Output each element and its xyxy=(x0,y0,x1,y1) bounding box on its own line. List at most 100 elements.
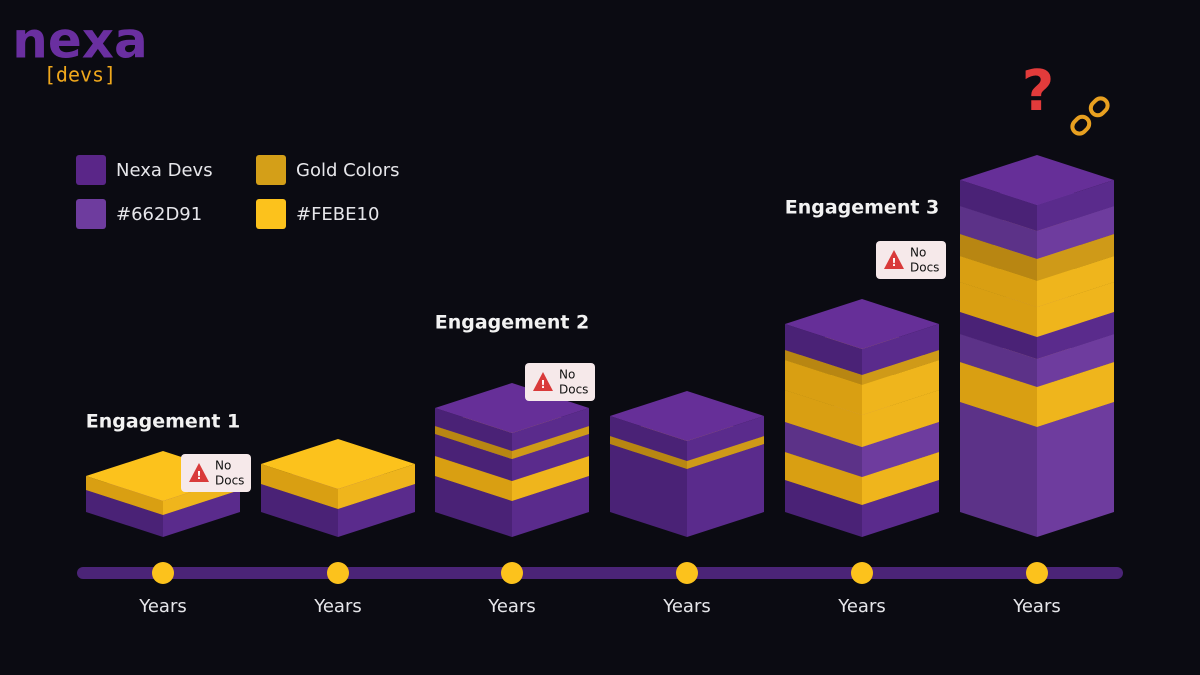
engagement-label: Engagement 1 xyxy=(86,411,241,433)
layer-left xyxy=(86,476,163,515)
layer-top xyxy=(261,439,415,489)
labels: Nexa Devs Gold Colors #662D91 #FEBE10 Engage… xyxy=(76,59,1110,617)
warning-icon xyxy=(884,250,904,269)
badge-text: No xyxy=(215,459,231,473)
layer-left xyxy=(960,312,1037,359)
layer-right xyxy=(1037,312,1114,359)
layer-right xyxy=(862,350,939,385)
badge xyxy=(525,363,595,401)
layer-top xyxy=(960,155,1114,205)
timeline-label: Years xyxy=(487,596,536,617)
layer-right xyxy=(1037,256,1114,307)
layer-right xyxy=(862,480,939,537)
logo-tag: [devs] xyxy=(44,63,116,87)
layer-left xyxy=(960,234,1037,281)
layer-right xyxy=(1037,402,1114,537)
layer-left xyxy=(435,476,512,537)
block-stack xyxy=(435,383,589,537)
layer-right xyxy=(1037,180,1114,231)
timeline-dot xyxy=(851,562,873,584)
link-part xyxy=(1088,96,1110,118)
block-stack xyxy=(261,439,415,537)
layer-left xyxy=(610,436,687,469)
layer-left xyxy=(960,206,1037,259)
layer-right xyxy=(163,490,240,537)
layer-left xyxy=(86,490,163,537)
legend-label: Nexa Devs xyxy=(116,160,213,181)
block-stack xyxy=(785,299,939,537)
warning-icon xyxy=(189,463,209,482)
layer-left xyxy=(960,362,1037,427)
timeline-dot xyxy=(676,562,698,584)
legend-swatch xyxy=(76,155,106,185)
badge-text: Docs xyxy=(215,474,244,488)
layer-left xyxy=(960,402,1037,537)
layer-right xyxy=(1037,334,1114,387)
layer-left xyxy=(435,426,512,459)
layer-left xyxy=(435,434,512,481)
layer-top xyxy=(785,299,939,349)
layer-right xyxy=(512,408,589,451)
layer-right xyxy=(512,456,589,501)
timeline-label: Years xyxy=(837,596,886,617)
layer-left xyxy=(785,360,862,415)
layer-left xyxy=(435,456,512,501)
layer-left xyxy=(960,282,1037,337)
layer-left xyxy=(960,180,1037,231)
layer-left xyxy=(261,484,338,537)
warning-mark: ! xyxy=(196,469,201,482)
layer-right xyxy=(687,436,764,469)
timeline-label: Years xyxy=(662,596,711,617)
link-part xyxy=(1070,114,1092,136)
timeline-dot xyxy=(1026,562,1048,584)
layer-right xyxy=(862,360,939,415)
legend-swatch xyxy=(256,155,286,185)
layer-right xyxy=(862,390,939,447)
engagement-label: Engagement 3 xyxy=(785,197,940,219)
timeline-label: Years xyxy=(313,596,362,617)
legend-label: #FEBE10 xyxy=(296,204,379,225)
badge xyxy=(181,454,251,492)
legend-label: Gold Colors xyxy=(296,160,399,181)
legend-swatch xyxy=(256,199,286,229)
layer-left xyxy=(610,444,687,537)
layer-right xyxy=(687,416,764,461)
layer-right xyxy=(512,434,589,481)
layer-left xyxy=(785,422,862,477)
engagement-label: Engagement 2 xyxy=(435,312,590,334)
layer-right xyxy=(1037,362,1114,427)
layer-left xyxy=(435,408,512,451)
timeline-dot xyxy=(327,562,349,584)
layer-right xyxy=(1037,282,1114,337)
layer-left xyxy=(785,480,862,537)
question-icon: ? xyxy=(1022,59,1054,124)
layer-left xyxy=(960,334,1037,387)
broken-link-icon xyxy=(1070,96,1110,136)
layer-right xyxy=(1037,206,1114,259)
stacks xyxy=(86,155,1114,537)
layer-left xyxy=(960,256,1037,307)
layer-right xyxy=(862,452,939,505)
warning-mark: ! xyxy=(891,256,896,269)
badge-text: No xyxy=(559,368,575,382)
block-stack xyxy=(610,391,764,537)
layer-right xyxy=(338,464,415,509)
warning-mark: ! xyxy=(540,378,545,391)
layer-right xyxy=(687,444,764,537)
layer-right xyxy=(512,426,589,459)
layer-right xyxy=(862,324,939,375)
timeline-bar xyxy=(77,567,1123,579)
timeline-label: Years xyxy=(138,596,187,617)
layer-right xyxy=(338,484,415,537)
layer-left xyxy=(261,464,338,509)
legend-swatch xyxy=(76,199,106,229)
layer-left xyxy=(785,390,862,447)
layer-left xyxy=(785,350,862,385)
warning-icon xyxy=(533,372,553,391)
layer-right xyxy=(1037,234,1114,281)
layer-left xyxy=(785,452,862,505)
badge-text: Docs xyxy=(559,383,588,397)
timeline-dot xyxy=(152,562,174,584)
layer-left xyxy=(785,324,862,375)
